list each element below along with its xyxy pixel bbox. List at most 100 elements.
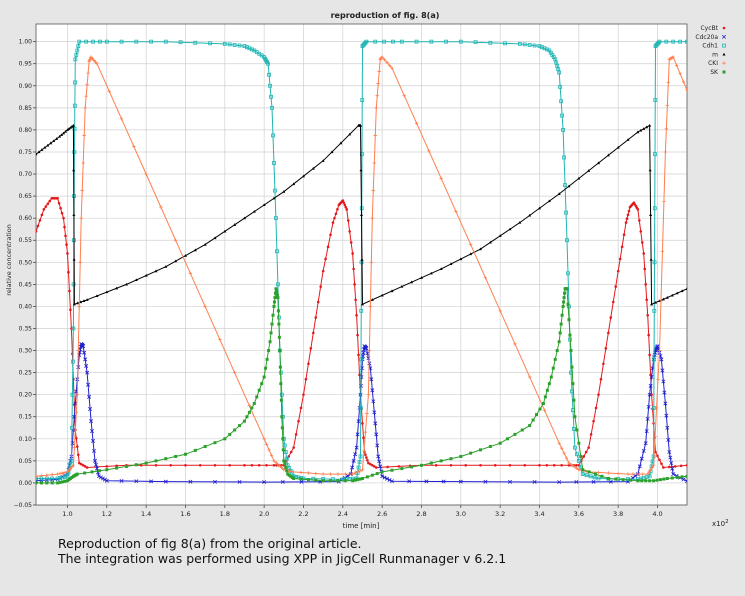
- data-point: [575, 463, 578, 467]
- data-point: [280, 479, 285, 484]
- x-axis-label: time [min]: [343, 522, 380, 530]
- data-point: [139, 463, 143, 467]
- data-point: [178, 40, 183, 45]
- data-point: [648, 123, 652, 127]
- data-point: [272, 304, 276, 308]
- data-point: [559, 446, 564, 450]
- data-point: [468, 242, 473, 247]
- data-point: [458, 39, 463, 44]
- data-point: [252, 402, 256, 406]
- data-point: [441, 479, 446, 484]
- data-point: [84, 39, 89, 44]
- x-tick-label: 1.0: [62, 510, 72, 518]
- data-point: [276, 296, 280, 300]
- data-point: [493, 463, 497, 467]
- data-point: [134, 463, 138, 467]
- data-point: [52, 139, 56, 143]
- data-point: [306, 471, 311, 475]
- data-point: [374, 106, 378, 110]
- data-point: [355, 470, 360, 474]
- data-point: [407, 479, 412, 484]
- data-point: [589, 433, 593, 436]
- data-point: [576, 458, 581, 463]
- data-point: [488, 445, 492, 449]
- data-point: [373, 133, 377, 138]
- data-point: [671, 39, 676, 44]
- data-point: [299, 479, 304, 484]
- data-point: [102, 477, 107, 482]
- data-point: [434, 463, 438, 467]
- data-point: [74, 52, 79, 57]
- plot-area: 1.0 1.2 1.4 1.6 1.8 2.0 2.2 2.4 2.6 2.8 3.0 3.2 3.4 3…: [14, 23, 726, 518]
- data-point: [353, 452, 358, 457]
- x-tick-label: 3.0: [456, 510, 466, 518]
- legend-label: SK: [710, 69, 719, 76]
- data-point: [449, 463, 453, 467]
- data-point: [559, 322, 563, 326]
- data-point: [350, 472, 355, 476]
- data-point: [69, 308, 72, 312]
- data-point: [647, 333, 650, 337]
- data-point: [399, 39, 404, 44]
- data-point: [232, 370, 237, 375]
- data-point: [685, 88, 687, 92]
- data-point: [596, 476, 601, 481]
- data-point: [371, 399, 376, 404]
- data-point: [568, 333, 572, 337]
- data-point: [528, 213, 532, 217]
- data-point: [369, 377, 374, 382]
- data-point: [562, 451, 566, 455]
- data-point: [618, 257, 622, 261]
- data-point: [553, 357, 557, 361]
- data-point: [664, 413, 669, 418]
- y-tick-label: 0.95: [19, 61, 33, 68]
- data-point: [343, 472, 347, 476]
- data-point: [70, 327, 73, 330]
- data-point: [280, 415, 284, 419]
- data-point: [265, 357, 269, 361]
- data-point: [70, 359, 75, 364]
- data-point: [361, 350, 366, 355]
- data-point: [269, 453, 274, 458]
- data-point: [350, 465, 355, 470]
- data-point: [655, 478, 659, 482]
- data-point: [390, 66, 394, 70]
- data-point: [69, 458, 74, 463]
- data-point: [400, 284, 404, 288]
- data-point: [498, 234, 502, 237]
- x-tick-label: 2.4: [338, 510, 348, 518]
- data-point: [72, 150, 77, 154]
- data-point: [517, 41, 522, 46]
- data-point: [267, 448, 271, 452]
- data-point: [669, 461, 674, 466]
- y-tick-label: 1.00: [19, 39, 33, 46]
- data-point: [371, 463, 374, 467]
- data-point: [272, 300, 276, 304]
- data-point: [599, 377, 603, 381]
- data-point: [39, 474, 44, 478]
- data-point: [571, 382, 575, 386]
- data-point: [49, 141, 53, 145]
- data-point: [282, 467, 286, 472]
- data-point: [549, 375, 553, 379]
- data-point: [360, 213, 363, 216]
- data-point: [574, 466, 579, 470]
- data-point: [83, 465, 87, 468]
- data-point: [83, 357, 88, 362]
- data-point: [45, 481, 49, 485]
- data-point: [685, 287, 687, 290]
- data-point: [670, 293, 674, 297]
- data-point: [50, 481, 54, 485]
- data-point: [371, 188, 376, 193]
- data-point: [119, 39, 124, 44]
- data-point: [680, 289, 684, 293]
- data-point: [223, 229, 227, 233]
- data-point: [382, 39, 387, 44]
- data-point: [40, 213, 44, 217]
- data-point: [275, 293, 279, 297]
- data-point: [250, 406, 254, 410]
- data-point: [75, 436, 78, 440]
- x-tick-label: 4.0: [652, 510, 662, 518]
- data-point: [673, 465, 677, 468]
- data-point: [366, 459, 369, 462]
